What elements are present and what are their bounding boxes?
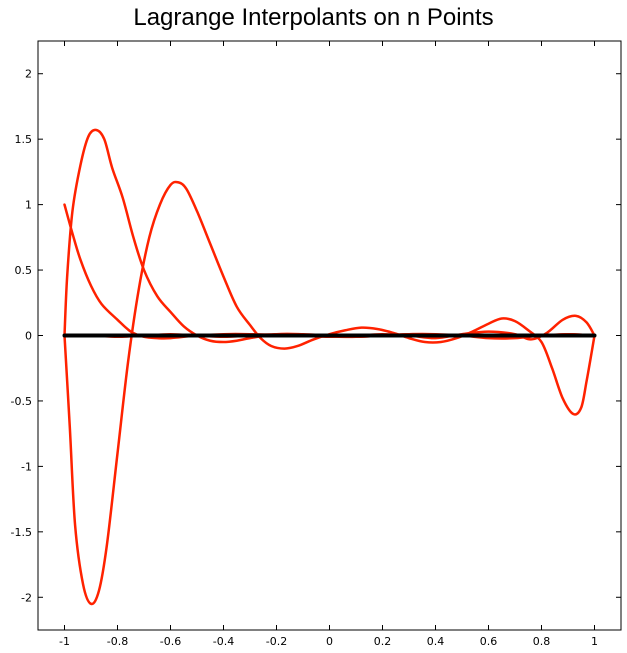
x-tick-label: -1 (59, 635, 70, 648)
y-tick-label: 2 (25, 68, 32, 81)
x-tick-label: 0.4 (427, 635, 445, 648)
y-tick-label: 0 (25, 330, 32, 343)
y-tick-label: -2 (21, 591, 32, 604)
y-tick-label: -1.5 (11, 526, 32, 539)
series-layer (62, 128, 597, 606)
y-tick-label: 0.5 (15, 264, 33, 277)
x-tick-label: 1 (591, 635, 598, 648)
ticks-layer: -1 -0.8 -0.6 -0.4 -0.2 0 0.2 0.4 0.6 0.8 1 2 1.5 1 0.5… (11, 41, 621, 648)
y-tick-label: 1.5 (15, 133, 33, 146)
y-tick-label: -0.5 (11, 395, 32, 408)
x-tick-label: -0.8 (107, 635, 128, 648)
y-tick-label: -1 (21, 460, 32, 473)
x-tick-label: 0.6 (480, 635, 498, 648)
x-tick-label: 0.8 (533, 635, 551, 648)
y-tick-label: 1 (25, 199, 32, 212)
x-tick-label: -0.6 (160, 635, 181, 648)
x-tick-label: 0.2 (374, 635, 392, 648)
x-tick-label: 0 (326, 635, 333, 648)
x-tick-label: -0.2 (266, 635, 287, 648)
chart-title: Lagrange Interpolants on n Points (133, 4, 494, 31)
series-line-3 (63, 180, 596, 606)
x-tick-label: -0.4 (213, 635, 234, 648)
